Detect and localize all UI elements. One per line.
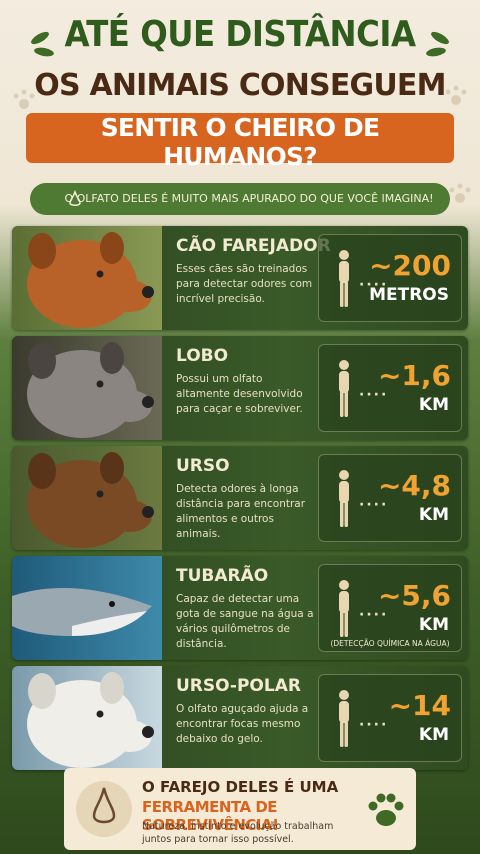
distance-unit: METROS: [369, 285, 449, 305]
animal-photo: [12, 666, 162, 770]
animal-card: URSO-POLAR O olfato aguçado ajuda a encon…: [12, 666, 468, 770]
animal-name: URSO-POLAR: [176, 676, 301, 696]
dotted-line: ····: [359, 497, 389, 513]
dotted-line: ····: [359, 607, 389, 623]
distance-unit: KM: [418, 615, 449, 635]
human-icon: [339, 360, 349, 417]
footer-line: O FAREJO DELES É UMA: [142, 778, 339, 796]
animal-card: URSO Detecta odores à longa distância par…: [12, 446, 468, 550]
animal-description: Possui um olfato altamente desenvolvido …: [176, 373, 303, 415]
distance-unit: KM: [418, 505, 449, 525]
animal-name: URSO: [176, 456, 230, 476]
distance-note: (DETECÇÃO QUÍMICA NA ÁGUA): [330, 639, 450, 648]
animal-name: TUBARÃO: [176, 566, 269, 586]
animal-photo: [12, 446, 162, 550]
distance-unit: KM: [418, 395, 449, 415]
animal-name: CÃO FAREJADOR: [176, 236, 331, 256]
human-icon: [339, 470, 349, 527]
distance-box: ···· ~1,6 KM: [318, 344, 462, 432]
footer: O FAREJO DELES É UMA FERRAMENTA DE SOBRE…: [64, 768, 416, 850]
animal-card: TUBARÃO Capaz de detectar uma gota de san…: [12, 556, 468, 660]
animal-photo: [12, 336, 162, 440]
nose-icon: [76, 781, 132, 837]
distance-value: ~14: [388, 689, 451, 722]
decor-leaves: [13, 31, 471, 203]
dotted-line: ····: [359, 277, 389, 293]
distance-box: ···· ~200 METROS: [318, 234, 462, 322]
dotted-line: ····: [359, 717, 389, 733]
animal-name: LOBO: [176, 346, 229, 366]
distance-unit: KM: [418, 725, 449, 745]
banner: SENTIR O CHEIRO DE HUMANOS?: [26, 113, 454, 171]
footer-text: Natureza, instinto e evolução trabalham …: [142, 821, 334, 845]
title: ATÉ QUE DISTÂNCIA: [64, 14, 416, 55]
distance-value: ~1,6: [377, 359, 451, 392]
animal-card: CÃO FAREJADOR Esses cães são treinados pa…: [12, 226, 468, 330]
distance-value: ~200: [369, 249, 451, 282]
distance-box: ···· ~4,8 KM: [318, 454, 462, 542]
animal-card: LOBO Possui um olfato altamente desenvolv…: [12, 336, 468, 440]
distance-value: ~4,8: [377, 469, 451, 502]
animal-description: Detecta odores à longa distância para en…: [176, 483, 306, 540]
animal-description: Capaz de detectar uma gota de sangue na …: [176, 593, 314, 650]
subtitle: O OLFATO DELES É MUITO MAIS APURADO DO Q…: [64, 192, 434, 205]
footer-line: FERRAMENTA DE SOBREVIVÊNCIA!: [142, 798, 279, 834]
paw-icon: [368, 793, 404, 826]
distance-value: ~5,6: [377, 579, 451, 612]
human-icon: [339, 250, 349, 307]
subtitle-pill: O OLFATO DELES É MUITO MAIS APURADO DO Q…: [30, 183, 450, 215]
animal-description: Esses cães são treinados para detectar o…: [176, 263, 313, 305]
animal-description: O olfato aguçado ajuda a encontrar focas…: [176, 703, 309, 745]
human-icon: [339, 690, 349, 747]
animal-photo: [12, 556, 162, 660]
nose-icon: [69, 190, 81, 206]
human-icon: [339, 580, 349, 637]
distance-box: ···· ~5,6 KM (DETECÇÃO QUÍMICA NA ÁGUA): [318, 564, 462, 652]
dotted-line: ····: [359, 387, 389, 403]
title: OS ANIMAIS CONSEGUEM: [34, 68, 446, 103]
animal-photo: [12, 226, 162, 330]
distance-box: ···· ~14 KM: [318, 674, 462, 762]
